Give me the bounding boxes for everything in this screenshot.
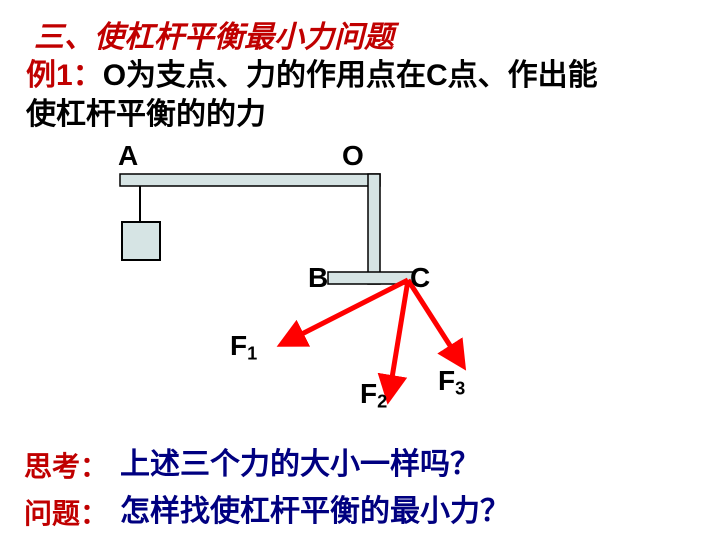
weight-box xyxy=(122,222,160,260)
label-f1-main: F xyxy=(230,330,247,361)
label-f2-main: F xyxy=(360,378,377,409)
lever-vertical xyxy=(368,174,380,284)
label-o: O xyxy=(342,140,364,172)
label-f3: F3 xyxy=(438,365,465,400)
think-text: 上述三个力的大小一样吗？ xyxy=(120,439,480,483)
question-label: 问题： xyxy=(24,492,108,532)
example-text: 例1：O为支点、力的作用点在C点、作出能 使杠杆平衡的的力 xyxy=(26,56,696,134)
section-heading: 三、使杠杆平衡最小力问题 xyxy=(34,12,394,56)
label-f3-main: F xyxy=(438,365,455,396)
force-f2 xyxy=(390,280,408,390)
label-f1-sub: 1 xyxy=(247,344,257,364)
example-body-line2: 使杠杆平衡的的力 xyxy=(26,98,266,131)
label-f2-sub: 2 xyxy=(377,392,387,412)
example-prefix: 例1： xyxy=(26,59,103,92)
label-f2: F2 xyxy=(360,378,387,413)
label-b: B xyxy=(308,262,328,294)
label-a: A xyxy=(118,140,138,172)
example-body-line1: O为支点、力的作用点在C点、作出能 xyxy=(103,59,598,92)
label-f1: F1 xyxy=(230,330,257,365)
lever-top-bar xyxy=(120,174,380,186)
think-label: 思考： xyxy=(24,445,108,485)
lever-diagram: A O B C F1 F2 F3 xyxy=(80,140,640,440)
question-text: 怎样找使杠杆平衡的最小力？ xyxy=(120,486,510,530)
label-f3-sub: 3 xyxy=(455,379,465,399)
label-c: C xyxy=(410,262,430,294)
